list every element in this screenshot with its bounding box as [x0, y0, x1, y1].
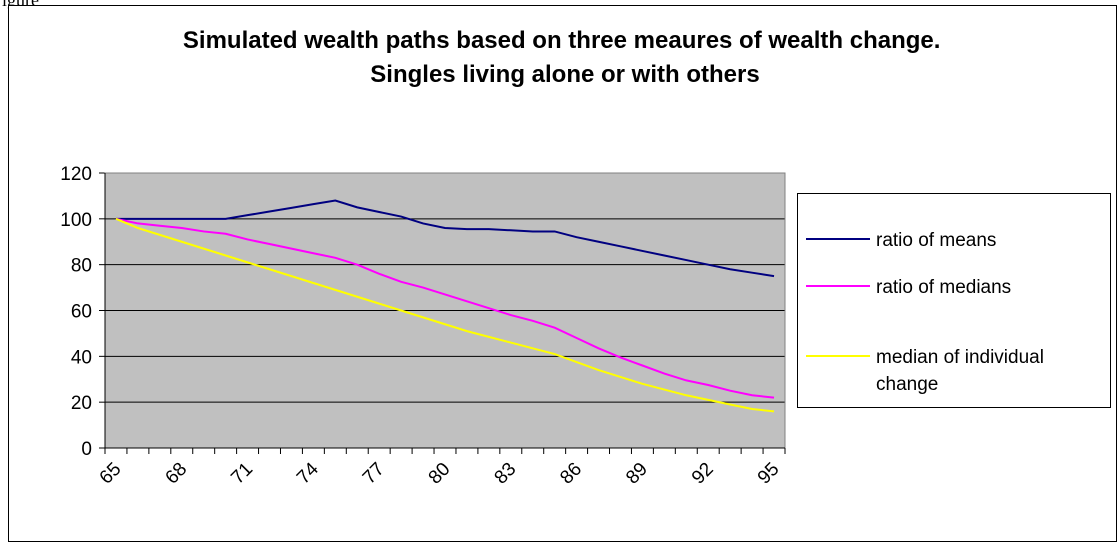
y-tick-label: 40 [71, 347, 92, 368]
legend-label: ratio of means [876, 230, 997, 251]
y-tick-label: 80 [71, 256, 92, 277]
legend-item: ratio of means [806, 227, 1106, 254]
y-tick-label: 100 [60, 210, 92, 231]
legend-swatch [806, 355, 870, 357]
legend-label: median of individual change [876, 347, 1044, 395]
y-tick-label: 60 [71, 302, 92, 323]
y-tick-label: 0 [81, 439, 92, 460]
legend-item: ratio of medians [806, 274, 1106, 301]
legend-label: ratio of medians [876, 277, 1012, 298]
legend-swatch [806, 285, 870, 287]
legend: ratio of means ratio of medians median of … [797, 193, 1111, 408]
legend-swatch [806, 238, 870, 240]
y-tick-label: 20 [71, 393, 92, 414]
legend-item: median of individual change [806, 344, 1106, 398]
series-line [115, 217, 775, 399]
chart-title: Simulated wealth paths based on three me… [183, 27, 947, 88]
series-line [115, 199, 775, 278]
y-tick-label: 120 [60, 164, 92, 185]
series-line [115, 217, 775, 413]
